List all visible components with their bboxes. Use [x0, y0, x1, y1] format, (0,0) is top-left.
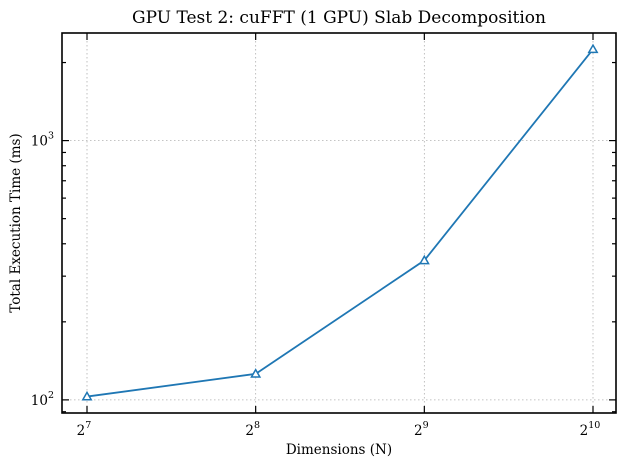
- triangle-marker: [587, 43, 599, 54]
- x-axis-label: Dimensions (N): [286, 442, 392, 458]
- series-layer: [81, 43, 599, 401]
- chart-title: GPU Test 2: cuFFT (1 GPU) Slab Decomposi…: [132, 8, 546, 28]
- triangle-marker: [418, 254, 430, 265]
- triangle-marker: [81, 390, 93, 401]
- triangle-marker: [250, 368, 262, 378]
- y-tick-label: 102: [31, 390, 54, 409]
- plot-frame: [61, 32, 617, 414]
- x-tick-label: 29: [414, 420, 429, 439]
- y-tick-label: 103: [31, 131, 54, 150]
- y-axis-label: Total Execution Time (ms): [8, 133, 24, 312]
- series-line: [86, 48, 594, 398]
- x-tick-label: 210: [580, 420, 601, 439]
- axis-ticks: 27 28 29 210 102 103: [31, 33, 616, 439]
- x-tick-label: 27: [77, 420, 92, 439]
- x-tick-label: 28: [245, 420, 260, 439]
- grid-lines: [62, 33, 616, 413]
